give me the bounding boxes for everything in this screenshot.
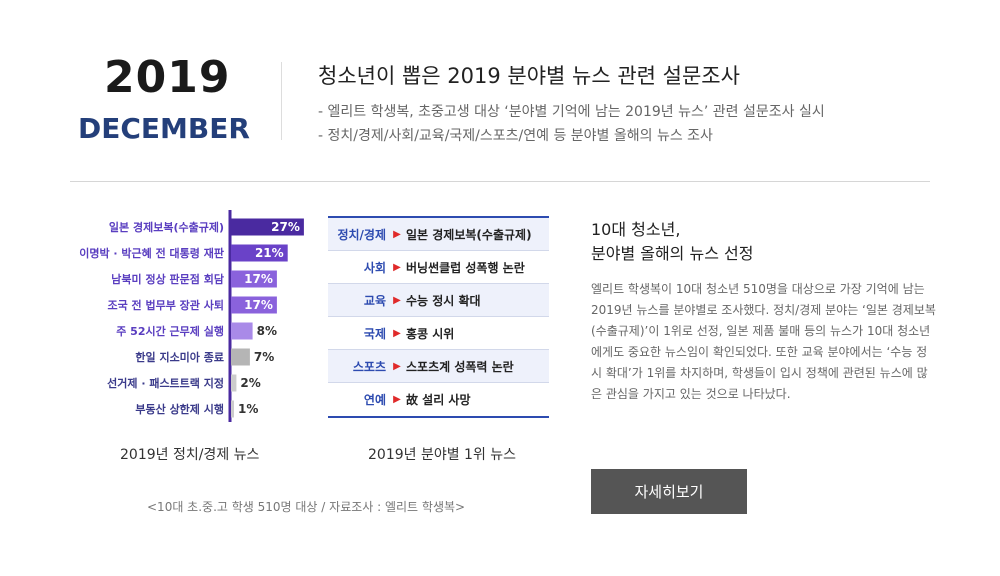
news-label: 홍콩 시위: [406, 326, 455, 341]
category-label: 연예: [363, 393, 386, 407]
category-label: 주 52시간 근무제 실행: [116, 324, 224, 338]
section-divider: [70, 181, 930, 182]
bar: [231, 270, 277, 288]
table-row: 사회 ▶ 버닝썬클럽 성폭행 논란: [328, 251, 549, 284]
news-label: 버닝썬클럽 성폭행 논란: [406, 260, 525, 275]
bar-chart: 일본 경제보복(수출규제) 27% 이명박 · 박근혜 전 대통령 재판 21% 남북미…: [79, 210, 304, 422]
news-label: 수능 정시 확대: [406, 293, 481, 308]
header-bullet: - 정치/경제/사회/교육/국제/스포츠/연예 등 분야별 올해의 뉴스 조사: [318, 128, 713, 144]
data-label: 17%: [244, 272, 273, 286]
source-note: <10대 초.중.고 학생 510명 대상 / 자료조사 : 엘리트 학생복>: [147, 500, 466, 514]
table-row: 교육 ▶ 수능 정시 확대: [328, 284, 549, 317]
play-arrow-icon: ▶: [393, 360, 401, 372]
play-arrow-icon: ▶: [393, 261, 401, 273]
table-caption: 2019년 분야별 1위 뉴스: [368, 447, 517, 463]
category-label: 스포츠: [352, 359, 386, 374]
table-row: 스포츠 ▶ 스포츠계 성폭력 논란: [328, 350, 549, 383]
news-label: 故 설리 사망: [406, 393, 471, 407]
bar: [231, 244, 288, 262]
play-arrow-icon: ▶: [393, 394, 401, 405]
year: 2019: [104, 52, 231, 103]
article-title: 10대 청소년, 분야별 올해의 뉴스 선정: [591, 218, 753, 266]
category-label: 국제: [363, 326, 386, 341]
category-label: 한일 지소미아 종료: [135, 350, 224, 364]
bar: [231, 348, 250, 366]
category-label: 정치/경제: [337, 227, 386, 242]
category-label: 부동산 상한제 시행: [135, 402, 224, 416]
play-arrow-icon: ▶: [393, 228, 401, 240]
news-label: 스포츠계 성폭력 논란: [406, 359, 514, 374]
data-label: 1%: [238, 402, 258, 416]
bar: [231, 400, 234, 418]
data-label: 27%: [271, 220, 300, 234]
play-arrow-icon: ▶: [393, 327, 401, 339]
view-more-button[interactable]: 자세히보기: [591, 469, 747, 514]
data-label: 7%: [254, 350, 274, 364]
news-label: 일본 경제보복(수출규제): [406, 227, 532, 242]
table-row: 정치/경제 ▶ 일본 경제보복(수출규제): [328, 218, 549, 251]
article-title-line: 분야별 올해의 뉴스 선정: [591, 244, 754, 263]
chart-caption: 2019년 정치/경제 뉴스: [120, 447, 260, 463]
article-title-line: 10대 청소년,: [591, 220, 681, 239]
bar: [231, 218, 304, 236]
politics-economy-chart: 일본 경제보복(수출규제) 27% 이명박 · 박근혜 전 대통령 재판 21% 남북미…: [60, 210, 320, 425]
bar: [231, 296, 277, 314]
bar: [231, 322, 253, 340]
play-arrow-icon: ▶: [393, 294, 401, 306]
top-news-table: 정치/경제 ▶ 일본 경제보복(수출규제) 사회 ▶ 버닝썬클럽 성폭행 논란 …: [328, 216, 549, 418]
article-body: 엘리트 학생복이 10대 청소년 510명을 대상으로 가장 기억에 남는 20…: [591, 282, 936, 401]
header-bullet: - 엘리트 학생복, 초중고생 대상 ‘분야별 기억에 남는 2019년 뉴스’…: [318, 104, 825, 120]
data-label: 21%: [255, 246, 284, 260]
category-label: 조국 전 법무부 장관 사퇴: [107, 298, 224, 312]
month: DECEMBER: [78, 112, 250, 145]
category-label: 남북미 정상 판문점 회담: [111, 272, 224, 286]
category-label: 이명박 · 박근혜 전 대통령 재판: [79, 246, 224, 260]
category-label: 사회: [363, 260, 386, 275]
data-label: 2%: [240, 376, 260, 390]
header-bullets: - 엘리트 학생복, 초중고생 대상 ‘분야별 기억에 남는 2019년 뉴스’…: [318, 100, 825, 148]
category-label: 교육: [363, 293, 386, 308]
table-row: 국제 ▶ 홍콩 시위: [328, 317, 549, 350]
data-label: 17%: [244, 298, 273, 312]
table-row: 연예 ▶ 故 설리 사망: [328, 383, 549, 416]
category-label: 일본 경제보복(수출규제): [109, 220, 224, 234]
page-title: 청소년이 뽑은 2019 분야별 뉴스 관련 설문조사: [318, 64, 740, 88]
header-divider: [281, 62, 282, 140]
category-label: 선거제 · 패스트트랙 지정: [107, 376, 224, 390]
data-label: 8%: [257, 324, 277, 338]
bar: [231, 374, 237, 392]
